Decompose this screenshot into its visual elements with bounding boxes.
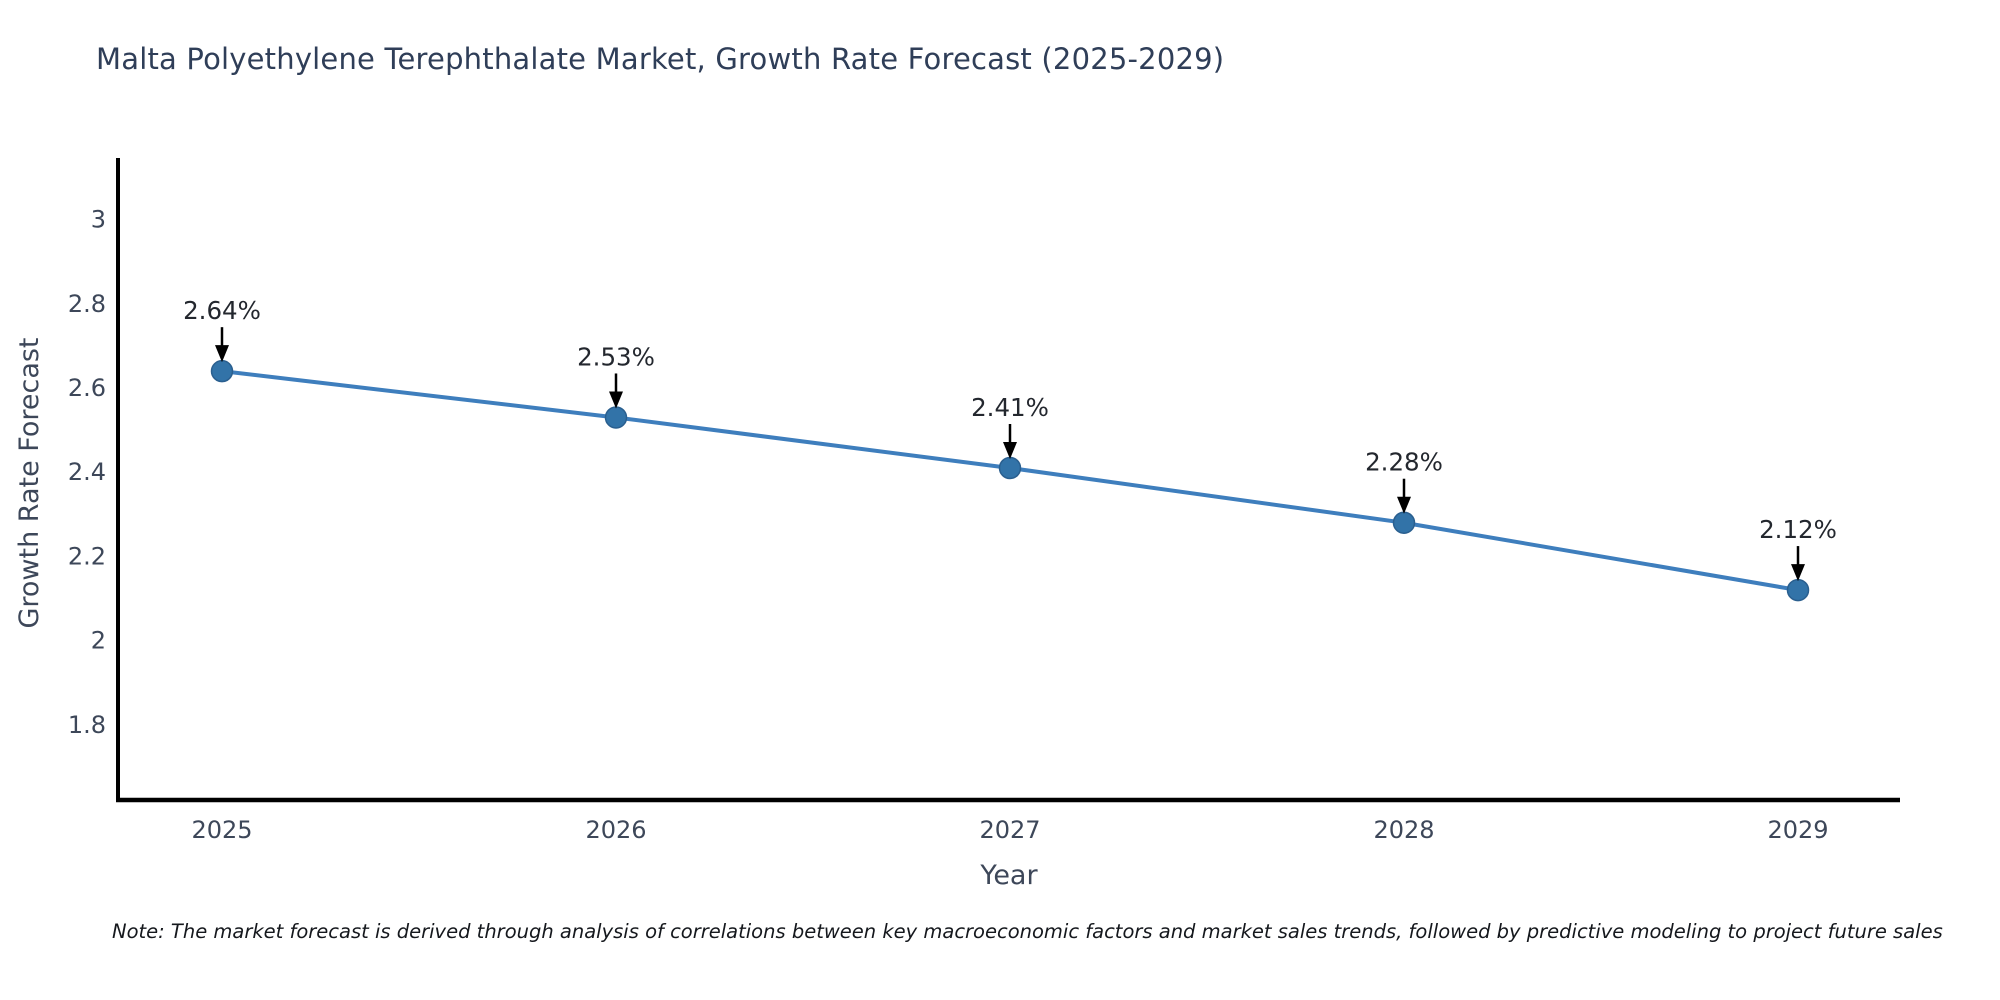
y-tick-label: 2.8 [68,290,106,318]
x-tick-label: 2026 [585,816,646,844]
x-tick-label: 2029 [1767,816,1828,844]
data-point-label: 2.64% [183,296,261,325]
x-tick-label: 2027 [979,816,1040,844]
data-point-label: 2.53% [577,342,655,371]
x-tick-label: 2025 [191,816,252,844]
data-point [1786,578,1810,602]
annotation-arrowhead [1791,564,1805,582]
y-tick-label: 2 [91,627,106,655]
annotation-arrowhead [215,345,229,363]
data-point-label: 2.41% [971,393,1049,422]
annotation-arrowhead [1003,441,1017,459]
data-point-label: 2.28% [1365,448,1443,477]
annotation-arrowhead [609,391,623,409]
x-axis-title: Year [980,860,1038,891]
data-point [604,406,628,429]
y-tick-label: 2.6 [68,374,106,402]
data-point [1392,511,1416,534]
y-tick-label: 2.4 [68,458,106,486]
footnote: Note: The market forecast is derived thr… [112,920,1943,943]
x-tick-label: 2028 [1373,816,1434,844]
y-tick-label: 3 [91,206,106,234]
data-point-label: 2.12% [1759,515,1837,544]
data-point [210,359,234,383]
y-tick-label: 2.2 [68,542,106,570]
y-tick-label: 1.8 [68,711,106,739]
data-point [998,456,1022,480]
annotation-arrowhead [1397,496,1411,514]
chart-title: Malta Polyethylene Terephthalate Market,… [96,42,1225,76]
